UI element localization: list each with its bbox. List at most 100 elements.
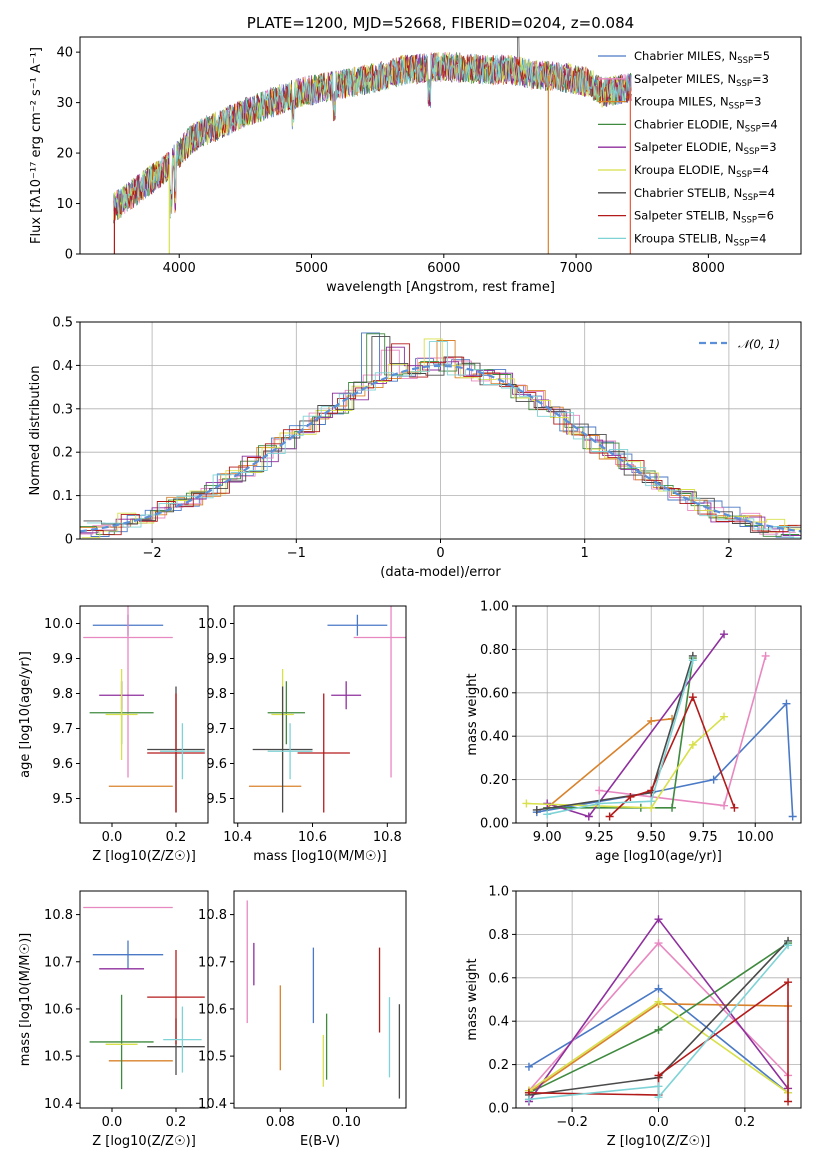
normal-curve — [80, 364, 801, 533]
legend-sub: SSP — [742, 193, 758, 203]
data-point — [252, 686, 313, 813]
plus-marker — [784, 941, 793, 950]
legend-sub: SSP — [741, 216, 757, 226]
y-tick-label: 9.7 — [52, 722, 73, 737]
plus-marker — [605, 812, 614, 821]
data-point — [92, 940, 164, 969]
y-tick-label: 0.2 — [488, 1058, 509, 1073]
y-tick-label: 0.60 — [480, 686, 509, 701]
y-tick-label: 1.00 — [480, 600, 509, 615]
plus-marker — [761, 651, 770, 660]
x-tick-label: 0.2 — [166, 1115, 187, 1130]
y-tick-label: 9.5 — [206, 792, 227, 807]
y-tick-label: 9.6 — [206, 757, 227, 772]
mass-vs-Z-frame — [79, 890, 209, 1109]
x-tick-label: 6000 — [427, 261, 460, 276]
y-tick-label: 10.7 — [44, 955, 73, 970]
y-axis-label: Normed distribution — [28, 366, 43, 496]
legend-label: Chabrier MILES, N — [634, 49, 737, 63]
legend-entry: Kroupa ELODIE, NSSP=4 — [634, 163, 769, 180]
legend-sub: SSP — [729, 102, 745, 112]
x-tick-label: 2 — [725, 546, 733, 561]
x-axis-label: age [log10(age/yr)] — [595, 849, 722, 864]
weight-series — [532, 651, 697, 814]
x-tick-label: 0.0 — [102, 1115, 123, 1130]
plus-marker — [595, 786, 604, 795]
legend-value: =4 — [749, 231, 766, 245]
y-tick-label: 0 — [65, 248, 73, 263]
errorbars — [248, 606, 406, 813]
y-tick-label: 10.5 — [44, 1050, 73, 1065]
y-tick-label: 0.8 — [488, 928, 509, 943]
legend-label: Chabrier ELODIE, N — [634, 117, 745, 131]
y-tick-label: 10.0 — [198, 617, 227, 632]
histogram-series — [86, 341, 801, 539]
weight-series — [605, 693, 739, 821]
plus-marker — [626, 792, 635, 801]
weight-series — [543, 656, 697, 819]
x-tick-label: 10.4 — [223, 830, 252, 845]
spectrum-frame — [79, 36, 802, 255]
y-tick-label: 10 — [56, 197, 73, 212]
legend-value: =4 — [758, 186, 775, 200]
legend-value: =3 — [760, 140, 777, 154]
weight-series — [595, 651, 770, 810]
legend-label: Kroupa ELODIE, N — [634, 163, 736, 177]
x-tick-label: 10.8 — [373, 830, 402, 845]
histogram-series — [80, 349, 796, 535]
spectrum-series-line — [113, 53, 632, 218]
x-axis-label: mass [log10(M/M☉)] — [253, 849, 386, 864]
y-tick-label: 0.0 — [488, 1102, 509, 1117]
data-point — [267, 681, 306, 745]
y-tick-label: 0.40 — [480, 730, 509, 745]
y-tick-label: 9.5 — [52, 792, 73, 807]
chart-title: PLATE=1200, MJD=52668, FIBERID=0204, z=0… — [247, 14, 634, 32]
legend-sub: SSP — [736, 170, 752, 180]
data-point — [163, 1006, 202, 1073]
legend-label: Kroupa MILES, N — [634, 95, 729, 109]
x-tick-label: 0.08 — [266, 1115, 295, 1130]
x-tick-label: 9.75 — [689, 830, 718, 845]
age-vs-Z-frame — [79, 605, 209, 824]
x-tick-label: 10.6 — [298, 830, 327, 845]
y-tick-label: 0.2 — [52, 446, 73, 461]
y-tick-label: 20 — [56, 147, 73, 162]
y-axis-label: age [log10(age/yr)] — [18, 651, 33, 778]
plus-marker — [668, 803, 677, 812]
legend-sub: SSP — [736, 79, 752, 89]
x-tick-label: 4000 — [163, 261, 196, 276]
x-tick-label: 7000 — [560, 261, 593, 276]
legend-entry: 𝒩(0, 1) — [738, 337, 780, 351]
errorbars — [83, 606, 205, 813]
spectrum-lines — [113, 37, 632, 254]
y-tick-label: 10.7 — [198, 955, 227, 970]
histogram-series — [80, 340, 798, 533]
weight-series — [524, 941, 793, 1104]
plus-marker — [730, 803, 739, 812]
errorbars — [83, 906, 205, 1090]
y-axis-label: mass weight — [465, 958, 480, 1040]
data-point — [267, 723, 313, 780]
y-tick-label: 9.7 — [206, 722, 227, 737]
y-axis-label: mass weight — [465, 673, 480, 755]
plus-marker — [688, 740, 697, 749]
y-tick-label: 0 — [65, 533, 73, 548]
age-vs-mass-panel: 10.4 10.6 10.8 9.5 9.6 9.7 9.8 9.9 10.0 mass [log… — [198, 605, 407, 864]
mass-vs-ebv-panel: 0.08 0.10 10.4 10.5 10.6 10.7 10.8 E(B-V) — [198, 890, 407, 1149]
data-point — [331, 681, 362, 710]
plus-marker — [709, 775, 718, 784]
x-tick-label: 0.2 — [735, 1115, 756, 1130]
legend-entry: Salpeter ELODIE, NSSP=3 — [634, 140, 777, 157]
y-axis-label: Flux [fλ10⁻¹⁷ erg cm⁻² s⁻¹ A⁻¹] — [29, 47, 44, 244]
plus-marker — [784, 978, 793, 987]
spectrum-series-line — [113, 37, 632, 224]
legend-entry: Kroupa STELIB, NSSP=4 — [634, 231, 766, 248]
y-tick-label: 10.6 — [44, 1002, 73, 1017]
plus-marker — [524, 1095, 533, 1104]
y-tick-label: 1.0 — [488, 885, 509, 900]
legend-entry: Chabrier MILES, NSSP=5 — [634, 49, 770, 66]
series-line — [547, 660, 694, 816]
y-tick-label: 9.6 — [52, 757, 73, 772]
legend-sub: SSP — [745, 124, 761, 134]
